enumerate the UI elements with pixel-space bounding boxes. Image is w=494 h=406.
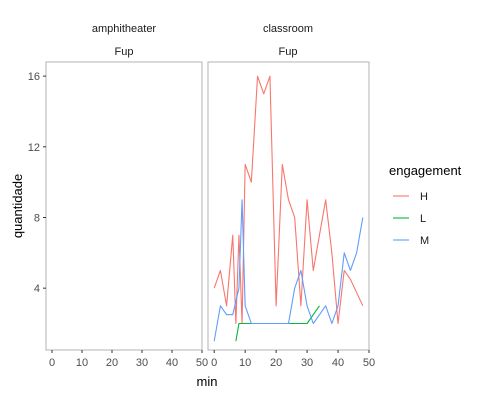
y-tick-label: 4 [34, 283, 40, 295]
facet-strip-title: amphitheater [92, 23, 157, 35]
legend-label-l: L [420, 213, 426, 225]
x-tick-label: 0 [211, 357, 217, 369]
y-axis-title: quantidade [10, 174, 25, 238]
y-tick-label: 16 [28, 71, 40, 83]
legend: engagement HLM [389, 163, 462, 247]
x-axis-ticks: 0 10 20 30 40 50 [211, 350, 375, 369]
x-tick-label: 20 [270, 357, 282, 369]
x-tick-label: 0 [49, 357, 55, 369]
x-tick-label: 50 [363, 357, 375, 369]
series-group [213, 75, 364, 342]
x-tick-label: 30 [136, 357, 148, 369]
facet-substrip-title: Fup [279, 46, 298, 58]
series-line-h [213, 75, 364, 325]
y-tick-label: 8 [34, 212, 40, 224]
facet-classroom: classroom Fup 0 10 20 30 40 50 [207, 23, 375, 369]
y-tick-label: 12 [28, 142, 40, 154]
panel-border [207, 61, 370, 351]
x-tick-label: 10 [76, 357, 88, 369]
x-tick-label: 30 [301, 357, 313, 369]
facet-substrip-title: Fup [115, 46, 134, 58]
x-tick-label: 10 [239, 357, 251, 369]
x-tick-label: 40 [332, 357, 344, 369]
series-line-m [213, 199, 364, 342]
panel-border [45, 61, 203, 351]
legend-label-h: H [420, 191, 428, 203]
facet-strip-title: classroom [263, 23, 313, 35]
series-line-l [235, 305, 320, 342]
facet-amphitheater: amphitheater Fup 0 10 20 30 40 50 4 8 12 16 [28, 23, 208, 369]
legend-title: engagement [389, 163, 462, 178]
legend-label-m: M [420, 235, 429, 247]
x-tick-label: 50 [196, 357, 208, 369]
y-axis-ticks: 4 8 12 16 [28, 71, 46, 295]
x-tick-label: 40 [166, 357, 178, 369]
x-axis-title: min [197, 374, 218, 389]
x-tick-label: 20 [106, 357, 118, 369]
x-axis-ticks: 0 10 20 30 40 50 [49, 350, 208, 369]
